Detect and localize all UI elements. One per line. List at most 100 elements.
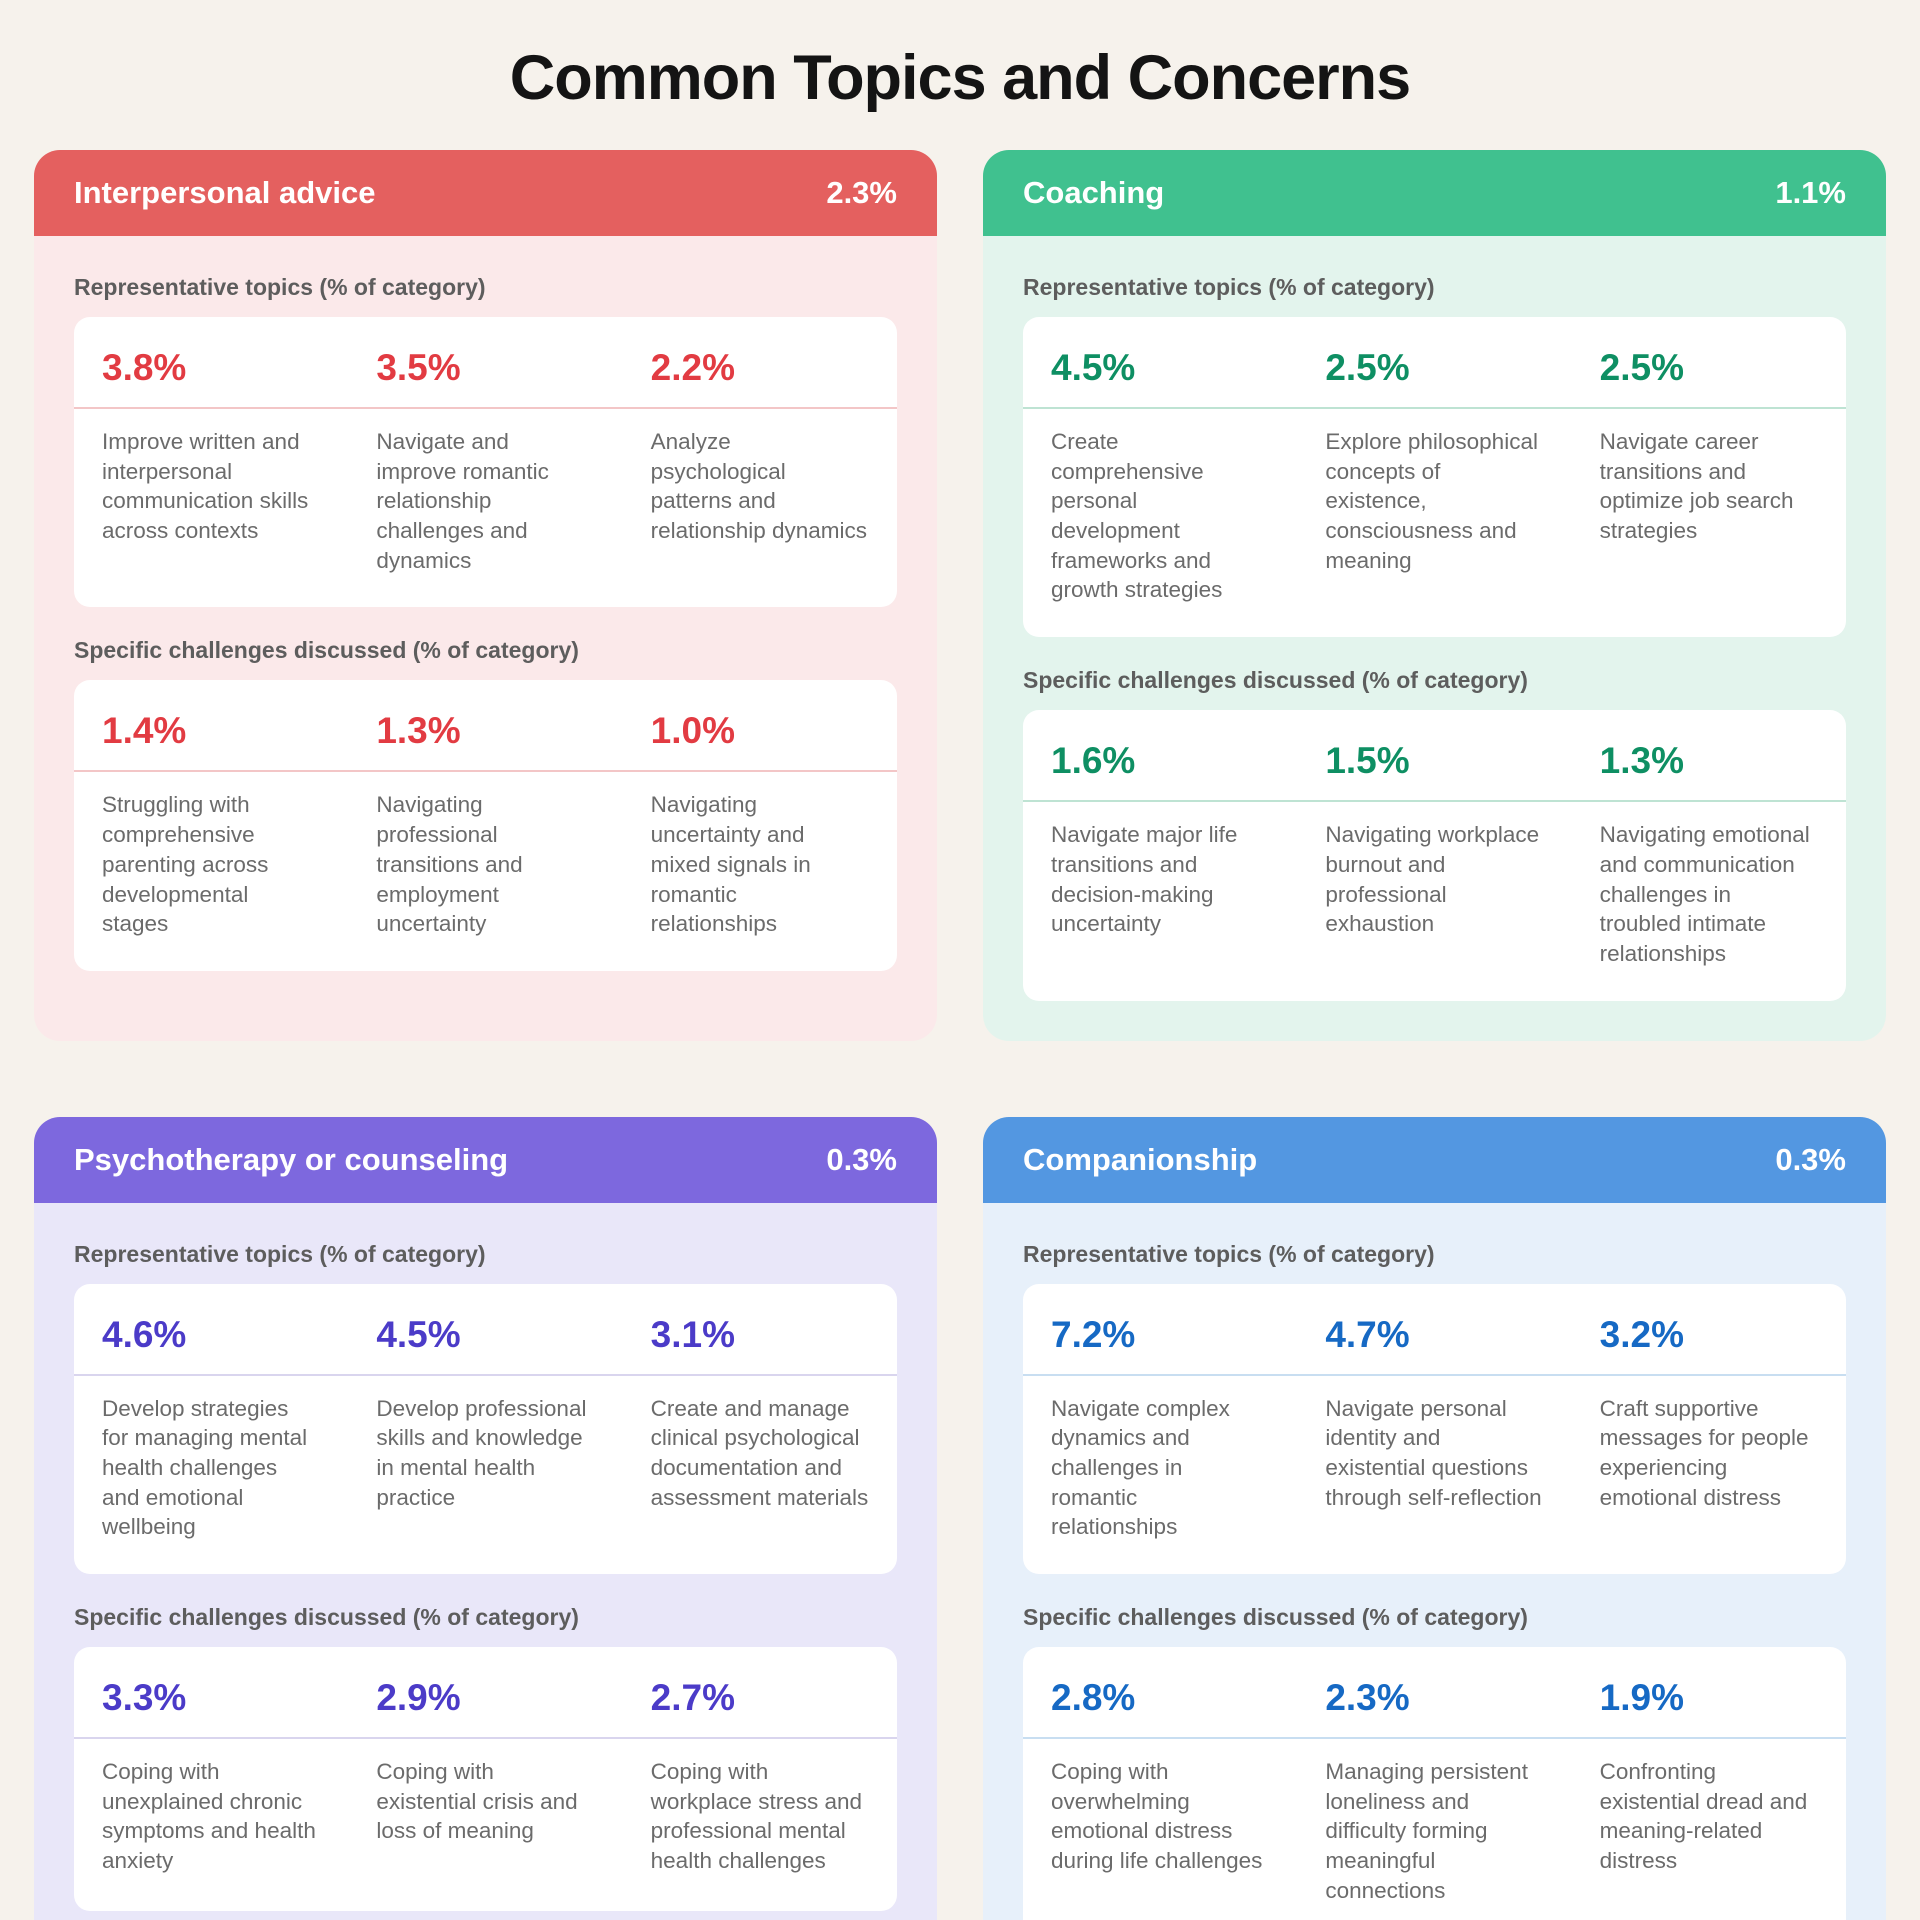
topic-description: Improve written and interpersonal commun… [102, 429, 309, 544]
card-title: Companionship [1023, 1141, 1258, 1177]
card-header: Coaching 1.1% [983, 150, 1886, 236]
challenge-description-row: Navigate major life transitions and deci… [1023, 802, 1846, 1000]
topic-percent: 3.5% [376, 347, 461, 388]
challenge-description: Coping with unexplained chronic symptoms… [102, 1759, 316, 1874]
card-header: Psychotherapy or counseling 0.3% [34, 1116, 937, 1203]
representative-topics-label: Representative topics (% of category) [74, 1240, 486, 1267]
topic-percent: 3.1% [650, 1313, 735, 1355]
topic-percent: 2.5% [1599, 347, 1684, 388]
topic-percent: 2.5% [1325, 347, 1410, 388]
challenge-percent: 1.4% [102, 710, 187, 752]
challenge-description-row: Coping with overwhelming emotional distr… [1023, 1739, 1846, 1920]
topic-description-row: Improve written and interpersonal commun… [74, 409, 897, 607]
challenge-percent-row: 2.8% 2.3% 1.9% [1023, 1647, 1846, 1739]
topic-percent: 7.2% [1051, 1313, 1136, 1355]
challenge-percent: 1.3% [1599, 740, 1684, 782]
topic-percent: 3.8% [102, 347, 187, 388]
card-body: Representative topics (% of category) 4.… [34, 1202, 937, 1920]
challenge-percent: 1.0% [650, 710, 735, 752]
topic-description: Analyze psychological patterns and relat… [650, 429, 868, 544]
challenge-description-row: Struggling with comprehensive parenting … [74, 772, 897, 970]
topic-description: Navigate personal identity and existenti… [1325, 1395, 1542, 1510]
challenge-description: Coping with overwhelming emotional distr… [1051, 1759, 1263, 1874]
card-body: Representative topics (% of category) 3.… [34, 236, 937, 1041]
specific-challenges-box: 2.8% 2.3% 1.9% Coping with overwhelming … [1023, 1647, 1846, 1920]
topic-percent: 2.2% [650, 347, 735, 388]
topic-percent-row: 4.6% 4.5% 3.1% [74, 1284, 897, 1376]
challenge-percent-row: 3.3% 2.9% 2.7% [74, 1647, 897, 1739]
topic-description-row: Create comprehensive personal developmen… [1023, 409, 1846, 637]
card-title: Interpersonal advice [74, 175, 376, 210]
challenge-percent: 1.6% [1051, 740, 1136, 782]
challenge-description: Coping with workplace stress and profess… [650, 1759, 863, 1874]
category-card-coaching: Coaching 1.1% Representative topics (% o… [983, 150, 1886, 1041]
category-card-companionship: Companionship 0.3% Representative topics… [983, 1116, 1886, 1920]
category-share-badge: 1.1% [1775, 175, 1846, 210]
card-body: Representative topics (% of category) 4.… [983, 236, 1886, 1041]
category-share-badge: 0.3% [826, 1141, 897, 1177]
challenge-description: Confronting existential dread and meanin… [1599, 1759, 1808, 1874]
page-title: Common Topics and Concerns [509, 43, 1411, 113]
topic-percent: 4.6% [102, 1313, 187, 1355]
category-card-interpersonal-advice: Interpersonal advice 2.3% Representative… [34, 150, 937, 1041]
challenge-percent-row: 1.6% 1.5% 1.3% [1023, 710, 1846, 803]
challenge-percent: 1.9% [1599, 1677, 1684, 1718]
representative-topics-box: 7.2% 4.7% 3.2% Navigate complex dynamics… [1023, 1283, 1846, 1574]
challenge-percent: 2.8% [1051, 1677, 1136, 1718]
category-card-psychotherapy-or-counseling: Psychotherapy or counseling 0.3% Represe… [34, 1116, 937, 1920]
representative-topics-label: Representative topics (% of category) [1023, 1240, 1435, 1267]
specific-challenges-label: Specific challenges discussed (% of cate… [74, 637, 579, 664]
topic-percent-row: 7.2% 4.7% 3.2% [1023, 1284, 1846, 1376]
challenge-percent: 2.7% [650, 1677, 735, 1718]
challenge-percent: 1.3% [376, 710, 461, 752]
topic-description: Navigate complex dynamics and challenges… [1051, 1395, 1230, 1540]
challenge-description: Navigate major life transitions and deci… [1051, 822, 1238, 937]
topic-description: Create and manage clinical psychological… [650, 1395, 869, 1510]
category-share-badge: 0.3% [1775, 1141, 1846, 1177]
card-header: Interpersonal advice 2.3% [34, 150, 937, 236]
challenge-percent: 2.3% [1325, 1677, 1410, 1718]
topic-percent: 4.5% [376, 1313, 461, 1355]
challenge-description: Coping with existential crisis and loss … [376, 1759, 578, 1844]
topic-description: Navigate career transitions and optimize… [1599, 429, 1794, 544]
topic-percent: 3.2% [1599, 1313, 1684, 1355]
challenge-description: Navigating workplace burnout and profess… [1325, 822, 1540, 937]
challenge-description: Navigating professional transitions and … [376, 792, 523, 937]
topic-description: Create comprehensive personal developmen… [1051, 429, 1223, 603]
representative-topics-label: Representative topics (% of category) [74, 274, 486, 300]
topic-description: Develop strategies for managing mental h… [102, 1395, 308, 1540]
topic-description: Navigate and improve romantic relationsh… [376, 429, 549, 573]
specific-challenges-label: Specific challenges discussed (% of cate… [1023, 1604, 1528, 1630]
card-header: Companionship 0.3% [983, 1116, 1886, 1203]
challenge-description: Navigating emotional and communication c… [1599, 822, 1810, 966]
challenge-description: Struggling with comprehensive parenting … [102, 792, 269, 937]
challenge-description-row: Coping with unexplained chronic symptoms… [74, 1739, 897, 1911]
challenge-percent: 3.3% [102, 1677, 187, 1718]
category-share-badge: 2.3% [826, 175, 897, 210]
representative-topics-box: 3.8% 3.5% 2.2% Improve written and inter… [74, 317, 897, 608]
topic-description: Develop professional skills and knowledg… [376, 1395, 587, 1510]
challenge-percent: 2.9% [376, 1677, 461, 1718]
representative-topics-label: Representative topics (% of category) [1023, 274, 1435, 300]
topic-description-row: Develop strategies for managing mental h… [74, 1376, 897, 1574]
topic-percent: 4.5% [1051, 347, 1136, 388]
specific-challenges-label: Specific challenges discussed (% of cate… [1023, 667, 1528, 694]
specific-challenges-box: 3.3% 2.9% 2.7% Coping with unexplained c… [74, 1647, 897, 1911]
topic-description: Explore philosophical concepts of existe… [1325, 429, 1538, 573]
topic-percent-row: 4.5% 2.5% 2.5% [1023, 317, 1846, 409]
topic-description-row: Navigate complex dynamics and challenges… [1023, 1376, 1846, 1574]
challenge-percent-row: 1.4% 1.3% 1.0% [74, 680, 897, 773]
card-grid: Interpersonal advice 2.3% Representative… [0, 114, 1920, 1920]
specific-challenges-box: 1.4% 1.3% 1.0% Struggling with comprehen… [74, 680, 897, 971]
card-body: Representative topics (% of category) 7.… [983, 1202, 1886, 1920]
topic-percent-row: 3.8% 3.5% 2.2% [74, 317, 897, 409]
specific-challenges-box: 1.6% 1.5% 1.3% Navigate major life trans… [1023, 710, 1846, 1001]
challenge-description: Managing persistent loneliness and diffi… [1325, 1759, 1528, 1903]
challenge-description: Navigating uncertainty and mixed signals… [650, 792, 811, 937]
card-title: Coaching [1023, 175, 1165, 210]
challenge-percent: 1.5% [1325, 740, 1410, 782]
representative-topics-box: 4.5% 2.5% 2.5% Create comprehensive pers… [1023, 317, 1846, 638]
specific-challenges-label: Specific challenges discussed (% of cate… [74, 1604, 579, 1630]
topic-description: Craft supportive messages for people exp… [1599, 1395, 1809, 1510]
